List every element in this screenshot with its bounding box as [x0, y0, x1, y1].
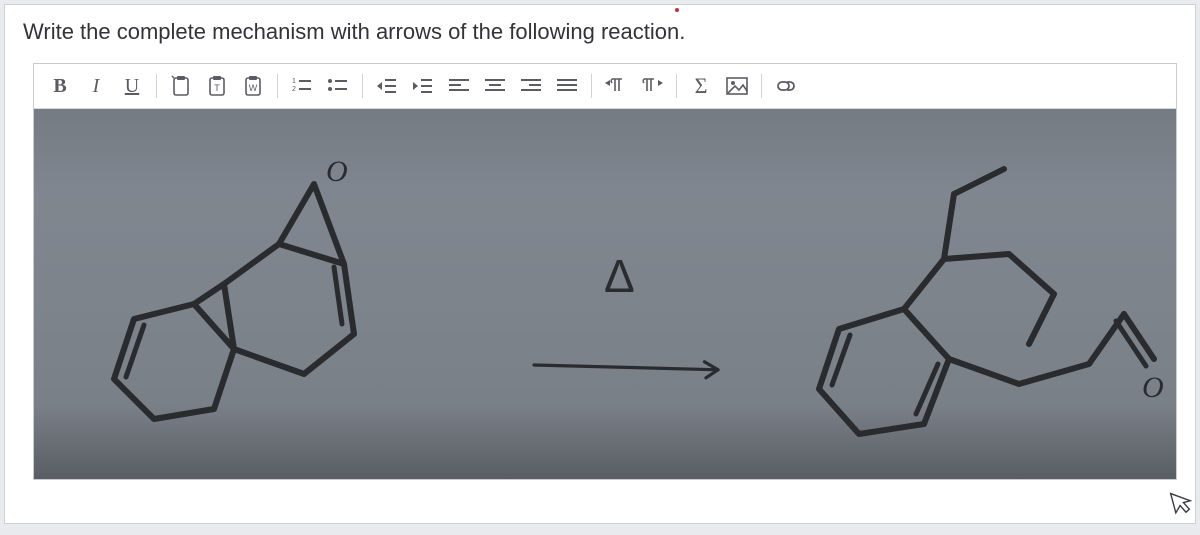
outdent-button[interactable] [369, 70, 405, 102]
formula-button[interactable]: Σ [683, 70, 719, 102]
reaction-arrow-group: Δ [504, 249, 764, 409]
indent-button[interactable] [405, 70, 441, 102]
align-left-icon [449, 78, 469, 94]
svg-text:O: O [326, 155, 348, 188]
svg-text:T: T [214, 83, 220, 93]
italic-button[interactable]: I [78, 70, 114, 102]
clipboard-word-icon: W [243, 75, 263, 97]
question-text: Write the complete mechanism with arrows… [5, 5, 1195, 63]
separator [761, 74, 762, 98]
sigma-icon: Σ [695, 73, 708, 99]
reactant-structure: O [94, 149, 424, 439]
link-button[interactable] [768, 70, 804, 102]
clipboard-icon [171, 75, 191, 97]
svg-text:1: 1 [292, 78, 296, 85]
align-justify-icon [557, 78, 577, 94]
indent-icon [412, 77, 434, 95]
rtl-button[interactable] [634, 70, 670, 102]
unordered-list-button[interactable] [320, 70, 356, 102]
product-structure: O [804, 139, 1174, 449]
svg-text:2: 2 [292, 86, 296, 93]
drawing-canvas[interactable]: O Δ [34, 109, 1176, 479]
ordered-list-icon: 12 [291, 76, 313, 96]
toolbar: B I U T W 12 [34, 64, 1176, 109]
paste-text-button[interactable]: T [199, 70, 235, 102]
bold-button[interactable]: B [42, 70, 78, 102]
svg-text:O: O [1142, 371, 1164, 404]
separator [156, 74, 157, 98]
link-icon [775, 79, 797, 93]
separator [277, 74, 278, 98]
ltr-icon [605, 77, 627, 95]
heat-symbol: Δ [604, 249, 635, 303]
separator [362, 74, 363, 98]
align-justify-button[interactable] [549, 70, 585, 102]
unordered-list-icon [327, 76, 349, 96]
rtl-icon [641, 77, 663, 95]
underline-button[interactable]: U [114, 70, 150, 102]
separator [676, 74, 677, 98]
align-left-button[interactable] [441, 70, 477, 102]
align-center-button[interactable] [477, 70, 513, 102]
cursor-icon [1167, 487, 1197, 524]
editor: B I U T W 12 [33, 63, 1177, 480]
separator [591, 74, 592, 98]
image-button[interactable] [719, 70, 755, 102]
outdent-icon [376, 77, 398, 95]
align-right-icon [521, 78, 541, 94]
underline-label: U [125, 75, 139, 98]
ordered-list-button[interactable]: 12 [284, 70, 320, 102]
ltr-button[interactable] [598, 70, 634, 102]
reaction-arrow [504, 349, 764, 389]
paste-word-button[interactable]: W [235, 70, 271, 102]
align-right-button[interactable] [513, 70, 549, 102]
clipboard-text-icon: T [207, 75, 227, 97]
italic-label: I [93, 75, 100, 98]
align-center-icon [485, 78, 505, 94]
image-icon [726, 77, 748, 95]
marker-dot [675, 8, 679, 12]
bold-label: B [53, 75, 66, 98]
paste-button[interactable] [163, 70, 199, 102]
svg-text:W: W [249, 83, 258, 93]
